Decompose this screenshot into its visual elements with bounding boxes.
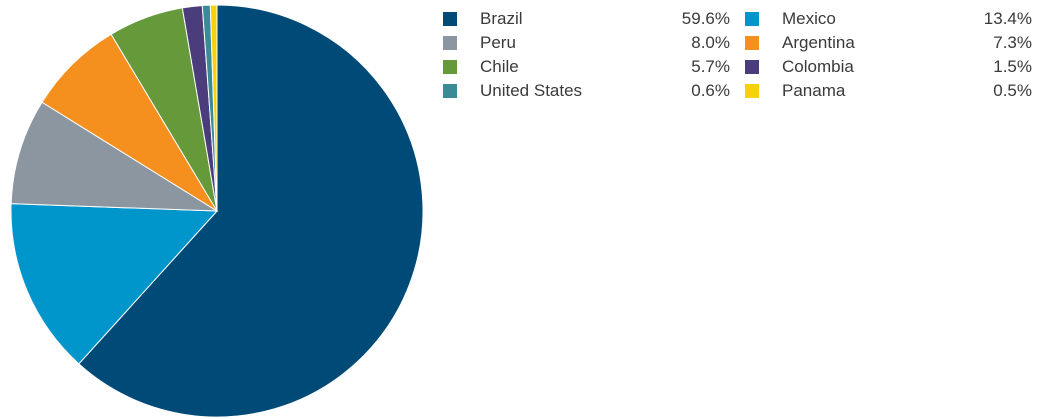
pie-slice-panama [209,4,218,212]
legend-value-mexico: 13.4% [983,9,1032,28]
legend-item-mexico: Mexico 13.4% [745,7,1035,31]
legend-label-chile: Chile [480,57,519,76]
legend: Brazil 59.6% Peru 8.0% Chile 5.7% United… [443,7,1038,103]
legend-label-argentina: Argentina [782,33,855,52]
legend-swatch-united-states [443,84,457,98]
legend-item-united-states: United States 0.6% [443,79,733,103]
legend-value-panama: 0.5% [993,81,1032,100]
legend-swatch-chile [443,60,457,74]
legend-swatch-panama [745,84,759,98]
legend-value-peru: 8.0% [691,33,730,52]
pie-slice-brazil [78,4,424,418]
pie-slice-mexico [10,203,219,365]
legend-swatch-brazil [443,12,457,26]
legend-value-chile: 5.7% [691,57,730,76]
legend-label-peru: Peru [480,33,516,52]
legend-swatch-mexico [745,12,759,26]
legend-column-right: Mexico 13.4% Argentina 7.3% Colombia 1.5… [745,7,1035,103]
legend-swatch-colombia [745,60,759,74]
legend-item-peru: Peru 8.0% [443,31,733,55]
legend-value-united-states: 0.6% [691,81,730,100]
legend-label-panama: Panama [782,81,846,100]
legend-label-colombia: Colombia [782,57,854,76]
legend-column-left: Brazil 59.6% Peru 8.0% Chile 5.7% United… [443,7,733,103]
legend-item-argentina: Argentina 7.3% [745,31,1035,55]
legend-item-brazil: Brazil 59.6% [443,7,733,31]
legend-value-brazil: 59.6% [681,9,730,28]
legend-swatch-peru [443,36,457,50]
legend-label-mexico: Mexico [782,9,836,28]
legend-label-brazil: Brazil [480,9,523,28]
legend-value-colombia: 1.5% [993,57,1032,76]
legend-item-colombia: Colombia 1.5% [745,55,1035,79]
pie-slice-argentina [41,33,218,212]
legend-item-chile: Chile 5.7% [443,55,733,79]
pie-chart [10,4,424,418]
legend-swatch-argentina [745,36,759,50]
legend-label-united-states: United States [480,81,583,100]
pie-slice-peru [10,101,219,212]
legend-item-panama: Panama 0.5% [745,79,1035,103]
legend-value-argentina: 7.3% [993,33,1032,52]
